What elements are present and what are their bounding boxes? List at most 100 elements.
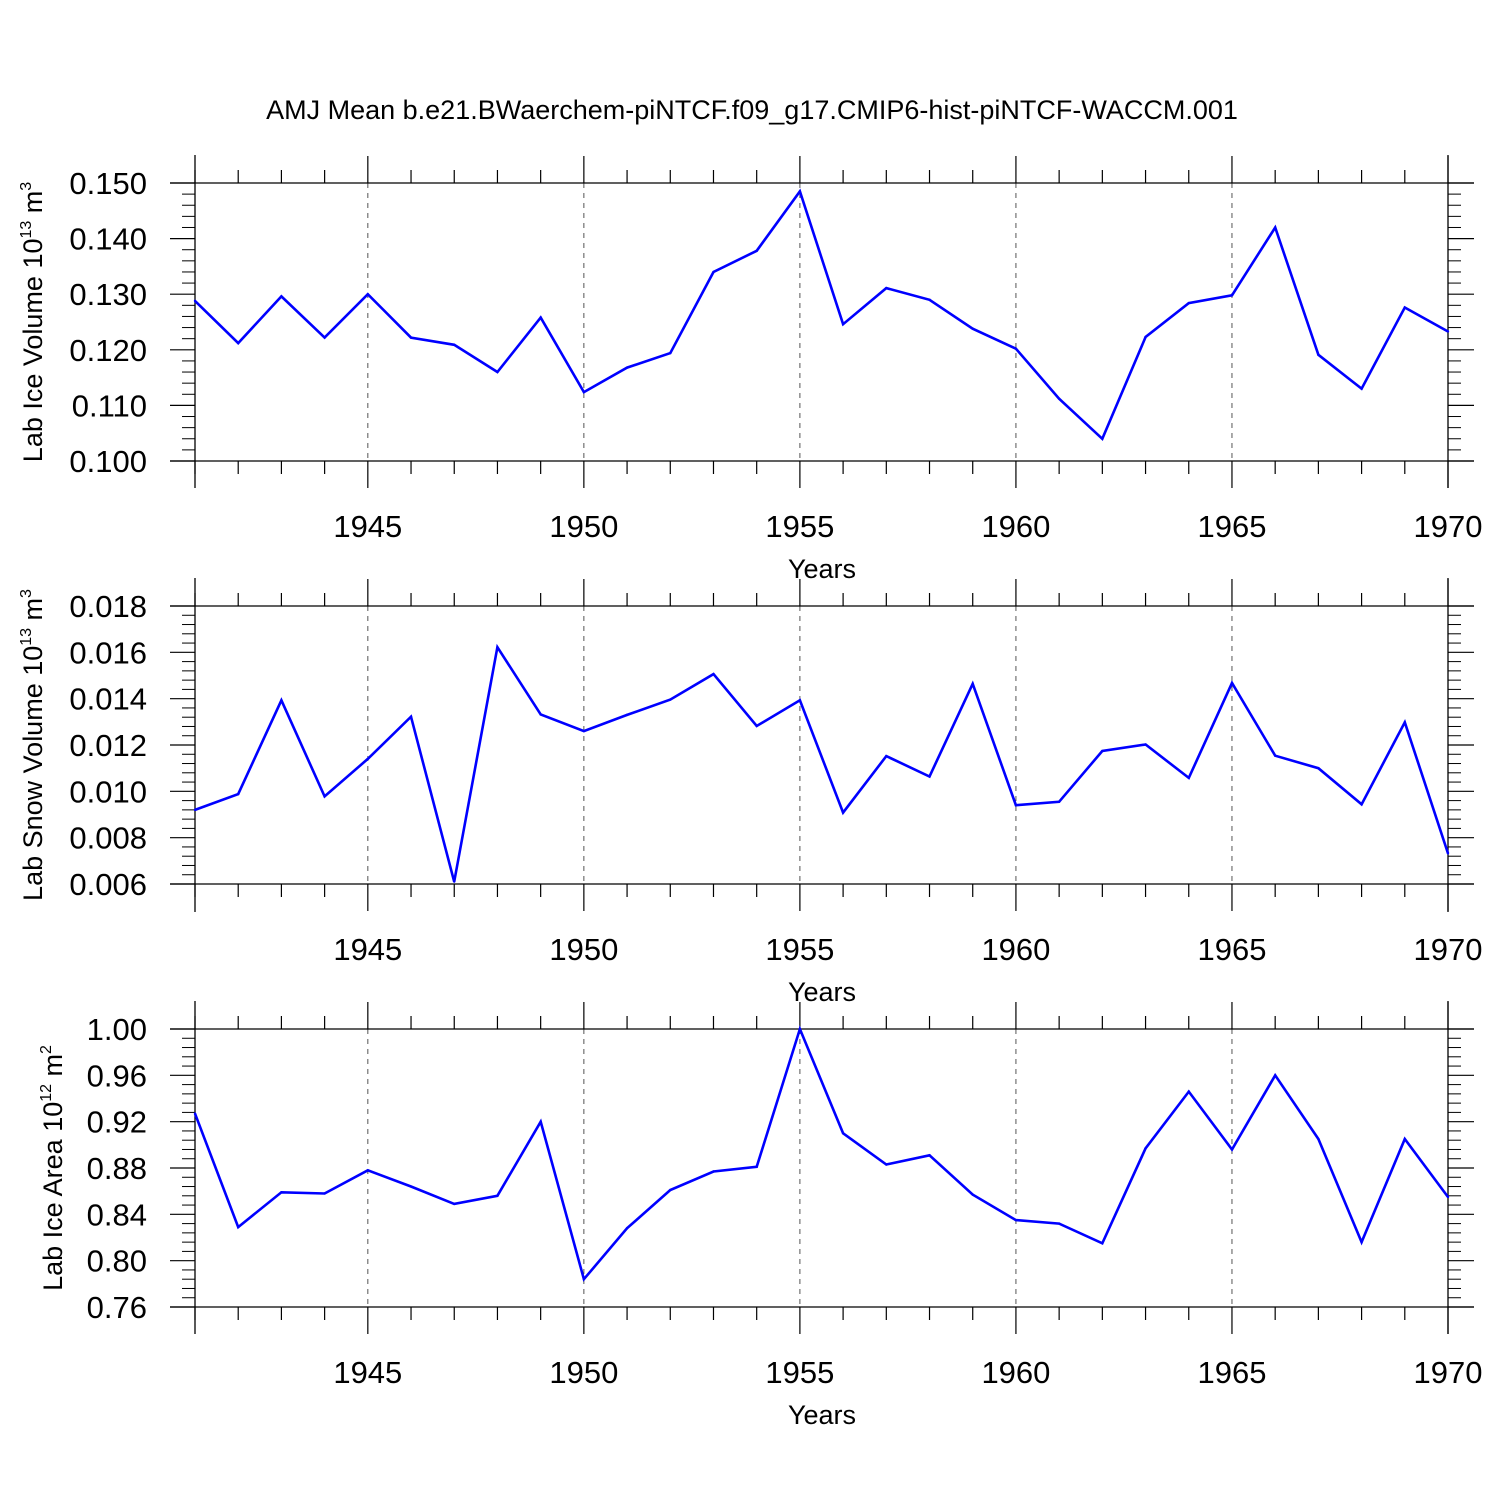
x-axis-title: Years [788, 977, 856, 1007]
x-tick-label: 1965 [1197, 1355, 1266, 1390]
data-point [625, 1227, 629, 1230]
x-tick-label: 1950 [549, 509, 618, 544]
data-point [1187, 1090, 1190, 1093]
data-point [1101, 437, 1104, 440]
data-point [1317, 766, 1320, 770]
data-point [1446, 330, 1450, 333]
x-axis-title: Years [788, 1400, 856, 1430]
x-tick-label: 1945 [333, 509, 402, 544]
data-point [1403, 306, 1406, 309]
data-point [582, 729, 586, 733]
data-point [798, 190, 802, 193]
data-point [409, 1185, 413, 1188]
data-point [928, 298, 931, 301]
y-axis-title: Lab Snow Volume 1013 m3 [18, 589, 48, 901]
y-tick-label: 0.016 [69, 635, 147, 670]
data-point [366, 757, 370, 761]
y-tick-label: 0.010 [69, 774, 147, 809]
data-point [1230, 681, 1234, 685]
x-tick-label: 1965 [1197, 932, 1266, 967]
data-point [1317, 353, 1320, 357]
data-point [1403, 721, 1406, 724]
data-point [1187, 301, 1190, 305]
data-point [1144, 743, 1147, 746]
data-point [1014, 347, 1018, 350]
data-point [1057, 1222, 1061, 1225]
data-point [798, 1027, 802, 1031]
x-tick-label: 1970 [1414, 509, 1483, 544]
data-point [1230, 1148, 1234, 1151]
x-tick-label: 1950 [549, 932, 618, 967]
data-point [409, 715, 413, 718]
data-point [193, 808, 197, 812]
y-axis-title: Lab Ice Area 1012 m2 [38, 1045, 68, 1291]
data-point [1446, 1195, 1450, 1199]
data-point [453, 880, 456, 883]
data-point [323, 1192, 326, 1195]
data-point [625, 713, 629, 717]
data-point [1360, 387, 1363, 390]
data-point [496, 646, 499, 649]
y-tick-label: 0.76 [87, 1290, 147, 1325]
y-axis-title: Lab Ice Volume 1013 m3 [18, 182, 48, 462]
data-point [1273, 226, 1277, 229]
data-point [669, 1188, 672, 1192]
data-point [1317, 1137, 1320, 1141]
y-tick-label: 0.018 [69, 589, 147, 624]
data-point [1360, 803, 1363, 806]
x-tick-label: 1960 [981, 932, 1050, 967]
series-line [194, 188, 1449, 442]
x-tick-label: 1965 [1197, 509, 1266, 544]
y-tick-label: 0.140 [69, 222, 147, 257]
y-tick-label: 0.92 [87, 1105, 147, 1140]
y-tick-label: 1.00 [87, 1012, 147, 1047]
data-point [539, 1120, 542, 1123]
data-point [1057, 397, 1061, 400]
y-tick-label: 0.110 [72, 388, 147, 423]
data-point [539, 713, 542, 716]
x-tick-label: 1955 [765, 932, 834, 967]
data-point [280, 295, 283, 298]
data-point [1446, 852, 1450, 855]
data-point [1014, 1218, 1018, 1222]
data-point [712, 270, 715, 274]
x-axis-title: Years [788, 554, 856, 584]
y-tick-label: 0.130 [69, 277, 147, 312]
figure-title: AMJ Mean b.e21.BWaerchem-piNTCF.f09_g17.… [266, 95, 1238, 125]
data-point [625, 366, 629, 369]
data-point [971, 682, 974, 686]
x-tick-label: 1945 [333, 932, 402, 967]
data-point [193, 299, 197, 303]
data-point [323, 336, 326, 339]
data-point [1144, 335, 1147, 339]
data-point [496, 370, 499, 374]
data-point [669, 351, 672, 355]
chart-panel-3: 0.76 0.80 0.84 0.88 0.92 0.96 1.00 1945 1950 1955… [38, 1001, 1482, 1430]
data-point [237, 792, 240, 796]
data-point [755, 1165, 758, 1169]
data-point [712, 672, 715, 676]
x-tick-label: 1950 [549, 1355, 618, 1390]
y-tick-label: 0.014 [69, 682, 147, 717]
data-point [280, 699, 283, 702]
data-point [1187, 776, 1190, 780]
y-tick-label: 0.88 [87, 1151, 147, 1186]
x-tick-label: 1970 [1414, 1355, 1483, 1390]
y-tick-label: 0.150 [69, 166, 147, 201]
y-tick-label: 0.80 [87, 1244, 147, 1279]
data-point [928, 1154, 931, 1157]
y-tick-label: 0.84 [87, 1197, 147, 1232]
x-tick-label: 1945 [333, 1355, 402, 1390]
y-tick-label: 0.012 [69, 728, 147, 763]
data-point [582, 1278, 586, 1281]
x-tick-label: 1960 [981, 509, 1050, 544]
series-line [194, 643, 1450, 883]
data-point [280, 1191, 283, 1194]
data-point [841, 323, 845, 326]
x-tick-label: 1970 [1414, 932, 1483, 967]
data-point [1014, 804, 1018, 807]
data-point [885, 754, 888, 758]
data-point [453, 1202, 456, 1206]
data-point [1101, 749, 1104, 753]
